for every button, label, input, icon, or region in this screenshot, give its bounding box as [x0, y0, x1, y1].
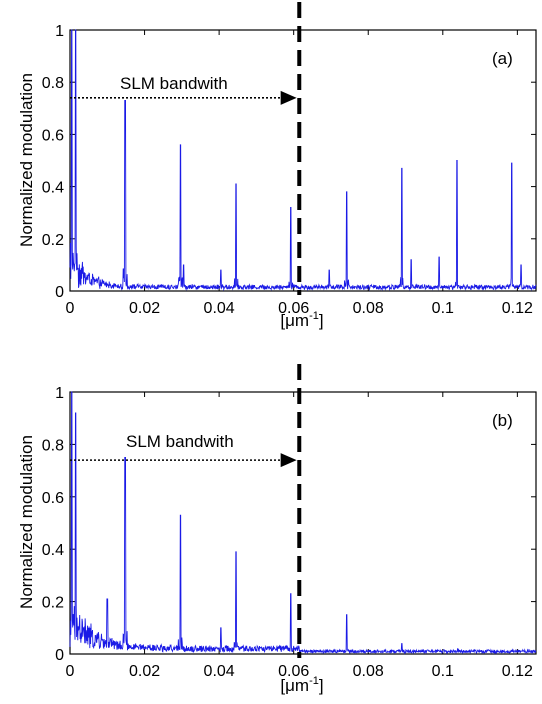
x-tick-label: 0.02	[129, 663, 160, 680]
bandwidth-arrowhead	[280, 453, 297, 468]
bandwidth-annotation: SLM bandwith	[126, 432, 234, 451]
x-tick-label: 0	[66, 663, 75, 680]
x-tick-label: 0.06	[278, 663, 309, 680]
x-tick-label: 0.12	[502, 300, 533, 317]
x-tick-label: 0.12	[502, 663, 533, 680]
x-ticks: 0 0.02 0.04 0.06 0.08 0.1 0.12	[66, 392, 533, 680]
x-axis-label: [μm-1]	[280, 310, 323, 330]
y-ticks: 0 0.2 0.4 0.6 0.8 1	[42, 23, 536, 301]
x-tick-label: 0.1	[432, 663, 454, 680]
x-tick-label: 0.06	[278, 300, 309, 317]
panel-label: (b)	[492, 411, 513, 430]
panel-a: 0 0.02 0.04 0.06 0.08 0.1 0.12 00.20.40.60.81 …	[17, 2, 537, 330]
y-tick-label: 0.8	[42, 75, 64, 92]
y-tick-label: 0	[55, 284, 64, 301]
modulation-series	[69, 29, 537, 292]
plot-area-frame	[69, 29, 537, 292]
x-tick-label: 0.04	[204, 300, 235, 317]
modulation-series	[69, 391, 537, 655]
y-tick-label: 0	[55, 647, 64, 664]
bandwidth-arrowhead	[280, 90, 297, 105]
x-tick-label: 0.1	[432, 300, 454, 317]
y-tick-label: 1	[55, 23, 64, 40]
y-tick-label: 1	[55, 385, 64, 402]
y-tick-label: 0.8	[42, 437, 64, 454]
panel-label: (a)	[492, 49, 513, 68]
y-tick-label: 0.6	[42, 127, 64, 144]
y-tick-label: 0.4	[42, 542, 64, 559]
x-tick-label: 0.08	[353, 300, 384, 317]
y-axis-label: Normalized modulation	[17, 435, 36, 609]
x-tick-label: 0.02	[129, 300, 160, 317]
x-tick-label: 0.04	[204, 663, 235, 680]
x-tick-label: 0	[66, 300, 75, 317]
y-axis-label: Normalized modulation	[17, 73, 36, 247]
y-ticks: 0 0.2 0.4 0.6 0.8 1	[42, 385, 536, 664]
bandwidth-annotation: SLM bandwith	[120, 74, 228, 93]
y-tick-label: 0.2	[42, 232, 64, 249]
plot-area-frame	[69, 391, 537, 655]
y-tick-label: 0.2	[42, 595, 64, 612]
x-tick-label: 0.08	[353, 663, 384, 680]
x-axis-label: [μm-1]	[280, 675, 323, 695]
x-ticks: 0 0.02 0.04 0.06 0.08 0.1 0.12	[66, 30, 533, 317]
panel-b: 0 0.02 0.04 0.06 0.08 0.1 0.12 00.20.40.60.81 …	[17, 364, 537, 695]
y-tick-label: 0.6	[42, 490, 64, 507]
y-tick-label: 0.4	[42, 180, 64, 197]
